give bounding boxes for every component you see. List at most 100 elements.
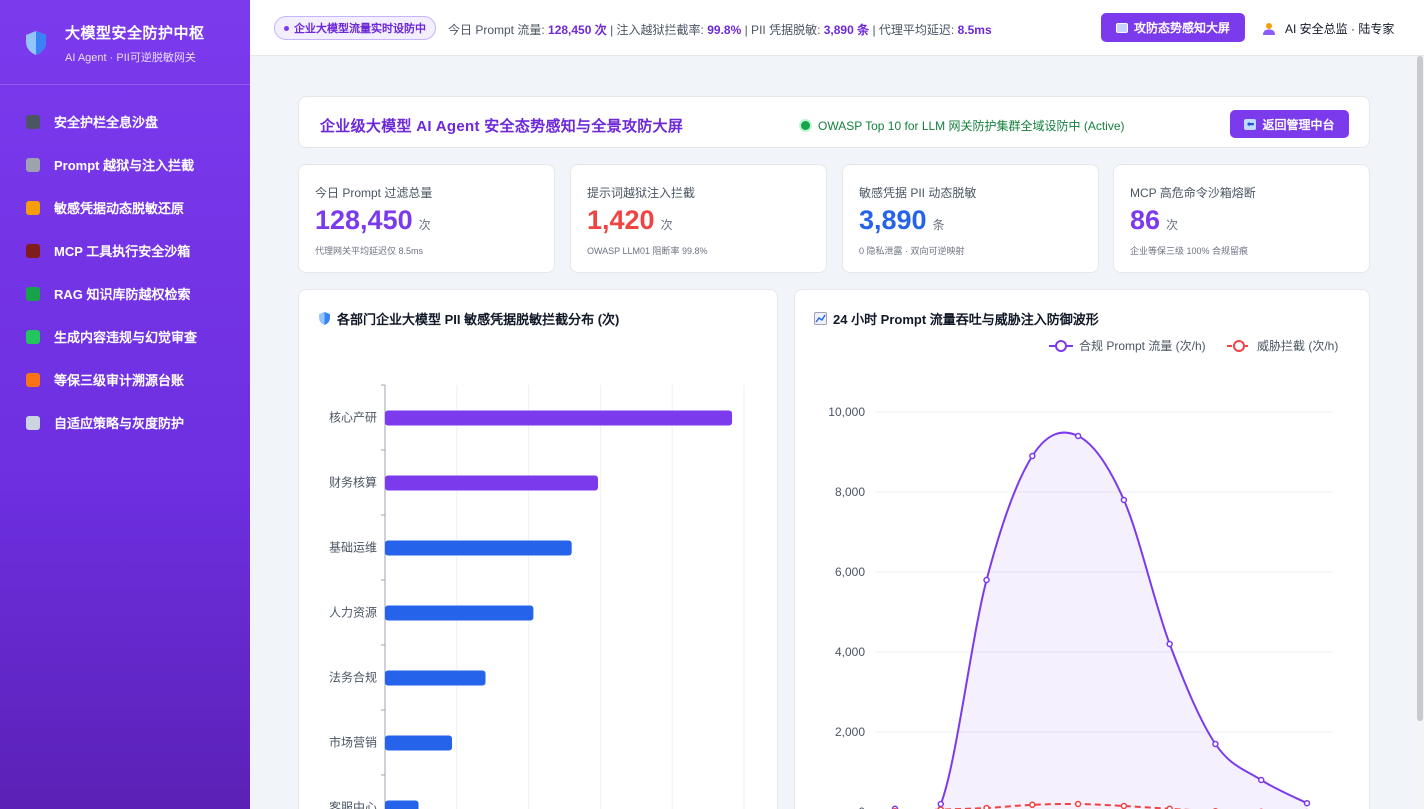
data-point	[1029, 452, 1036, 460]
bar	[385, 540, 572, 556]
y-tick-label: 0	[858, 805, 865, 809]
kpi-card-jailbreak: 提示词越狱注入拦截 1,420 次 OWASP LLM01 阻断率 99.8%	[570, 164, 827, 273]
legend-marker	[1055, 340, 1067, 352]
stat-prompt-label: 今日 Prompt 流量:	[448, 23, 545, 37]
gear-icon	[26, 415, 40, 430]
brand: 大模型安全防护中枢 AI Agent · PII可逆脱敏网关	[0, 0, 250, 85]
sidebar-item-label: 敏感凭据动态脱敏还原	[54, 201, 185, 216]
kpi-value: 3,890 条	[859, 205, 945, 236]
user-profile[interactable]: AI 安全总监 · 陆专家	[1263, 20, 1394, 37]
kpi-note: OWASP LLM01 阻断率 99.8%	[587, 246, 708, 256]
stat-pii-label: | PII 凭据脱敏:	[744, 23, 821, 37]
kpi-card-prompt-filter: 今日 Prompt 过滤总量 128,450 次 代理网关平均延迟仅 8.5ms	[298, 164, 555, 273]
stat-pii-value: 3,890 条	[823, 23, 870, 37]
stat-block-value: 99.8%	[707, 23, 742, 37]
kpi-note: 0 隐私泄露 · 双向可逆映射	[859, 246, 965, 256]
category-label: 市场营销	[329, 735, 377, 750]
y-tick-label: 4,000	[835, 645, 865, 659]
sidebar-item-label: 等保三级审计溯源台账	[54, 373, 185, 388]
back-to-admin-button[interactable]: ⬅ 返回管理中台	[1230, 110, 1349, 138]
data-point	[1074, 800, 1082, 808]
kpi-number: 86	[1130, 205, 1161, 235]
traffic-wave-chart-panel: 24 小时 Prompt 流量吞吐与威胁注入防御波形 0 2,000 4,000 6,…	[794, 289, 1370, 809]
sidebar-item-label: 生成内容违规与幻觉审查	[54, 330, 198, 345]
owasp-status: OWASP Top 10 for LLM 网关防护集群全域设防中 (Active…	[801, 117, 1125, 134]
bar	[385, 735, 453, 751]
sidebar-nav: 安全护栏全息沙盘 Prompt 越狱与注入拦截敏感凭据动态脱敏还原 MCP 工具执行…	[0, 100, 250, 444]
sidebar: 大模型安全防护中枢 AI Agent · PII可逆脱敏网关 安全护栏全息沙盘 P…	[0, 0, 250, 809]
legend-label: 威胁拦截 (次/h)	[1257, 338, 1338, 353]
back-arrow-icon: ⬅	[1244, 118, 1257, 130]
legend-item[interactable]: 威胁拦截 (次/h)	[1227, 338, 1338, 353]
chart-icon	[814, 312, 827, 325]
bar	[385, 475, 599, 491]
sidebar-item-5[interactable]: RAG 知识库防越权检索	[0, 272, 250, 315]
sidebar-item-7[interactable]: 等保三级审计溯源台账	[0, 358, 250, 401]
monitor-icon	[1115, 22, 1128, 33]
category-label: 核心产研	[329, 411, 377, 425]
live-status-badge: 企业大模型流量实时设防中	[274, 16, 436, 40]
sidebar-item-label: RAG 知识库防越权检索	[54, 287, 191, 302]
situation-screen-label: 攻防态势感知大屏	[1133, 21, 1230, 35]
sidebar-item-8[interactable]: 自适应策略与灰度防护	[0, 401, 250, 444]
legend-label: 合规 Prompt 流量 (次/h)	[1079, 338, 1206, 353]
kpi-unit: 次	[660, 218, 673, 232]
kpi-note: 企业等保三级 100% 合规留痕	[1130, 246, 1249, 256]
data-point	[1257, 776, 1265, 784]
books-icon	[26, 286, 40, 301]
topbar: 企业大模型流量实时设防中 今日 Prompt 流量: 128,450 次 | 注…	[250, 0, 1424, 56]
user-avatar-icon	[1263, 23, 1275, 35]
sidebar-item-label: 自适应策略与灰度防护	[54, 416, 185, 431]
situation-screen-button[interactable]: 攻防态势感知大屏	[1101, 13, 1245, 42]
kpi-card-pii: 敏感凭据 PII 动态脱敏 3,890 条 0 隐私泄露 · 双向可逆映射	[842, 164, 1099, 273]
y-tick-label: 8,000	[835, 485, 865, 499]
traffic-wave-line-chart: 0 2,000 4,000 6,000 8,000 10,000 合规 Prompt 流量 …	[828, 338, 1338, 809]
data-point	[1120, 496, 1128, 504]
bar	[385, 670, 486, 686]
dashboard-icon	[26, 114, 40, 129]
kpi-unit: 次	[1166, 218, 1179, 232]
sidebar-item-1[interactable]: 安全护栏全息沙盘	[0, 100, 250, 143]
bar	[385, 800, 419, 809]
sidebar-item-label: MCP 工具执行安全沙箱	[54, 244, 191, 259]
stat-block-label: | 注入越狱拦截率:	[610, 23, 704, 37]
category-label: 财务核算	[329, 475, 377, 490]
legend-marker	[1233, 340, 1245, 352]
y-tick-label: 2,000	[835, 725, 865, 739]
probe-icon	[26, 243, 40, 258]
page-header-card: 企业级大模型 AI Agent 安全态势感知与全景攻防大屏 OWASP Top …	[298, 96, 1370, 148]
user-name: AI 安全总监 · 陆专家	[1285, 22, 1395, 36]
data-point	[1074, 432, 1082, 440]
legend-item[interactable]: 合规 Prompt 流量 (次/h)	[1049, 338, 1206, 353]
category-label: 客服中心	[329, 800, 377, 809]
crossed-swords-icon	[26, 157, 40, 172]
scrollbar-thumb[interactable]	[1417, 56, 1423, 721]
kpi-unit: 次	[418, 218, 431, 232]
sidebar-item-3[interactable]: 敏感凭据动态脱敏还原	[0, 186, 250, 229]
kpi-number: 3,890	[859, 205, 927, 235]
kpi-label: MCP 高危命令沙箱熔断	[1130, 186, 1256, 200]
status-dot-icon	[801, 121, 810, 130]
sidebar-item-2[interactable]: Prompt 越狱与注入拦截	[0, 143, 250, 186]
traffic-stats-line: 今日 Prompt 流量: 128,450 次 | 注入越狱拦截率: 99.8%…	[448, 21, 992, 38]
bar	[385, 410, 733, 426]
y-tick-label: 10,000	[828, 405, 865, 419]
bar-panel-title-text: 各部门企业大模型 PII 敏感凭据脱敏拦截分布 (次)	[337, 312, 620, 327]
data-point	[1166, 640, 1173, 648]
dept-pii-chart-panel: 各部门企业大模型 PII 敏感凭据脱敏拦截分布 (次) 核心产研 财务核算 基础运维…	[298, 289, 778, 809]
stat-latency-value: 8.5ms	[957, 23, 992, 37]
pencil-icon	[26, 329, 40, 344]
page-scrollbar[interactable]	[1416, 56, 1424, 809]
brand-subtitle: AI Agent · PII可逆脱敏网关	[65, 52, 196, 64]
line-panel-title-text: 24 小时 Prompt 流量吞吐与威胁注入防御波形	[833, 312, 1099, 327]
live-dot-icon	[284, 25, 289, 31]
data-point	[983, 804, 990, 809]
data-point	[983, 576, 990, 584]
bar-panel-title: 各部门企业大模型 PII 敏感凭据脱敏拦截分布 (次)	[318, 309, 619, 328]
sidebar-item-6[interactable]: 生成内容违规与幻觉审查	[0, 315, 250, 358]
data-point	[1120, 802, 1128, 809]
bar	[385, 605, 534, 621]
sidebar-item-4[interactable]: MCP 工具执行安全沙箱	[0, 229, 250, 272]
category-label: 法务合规	[329, 670, 377, 685]
